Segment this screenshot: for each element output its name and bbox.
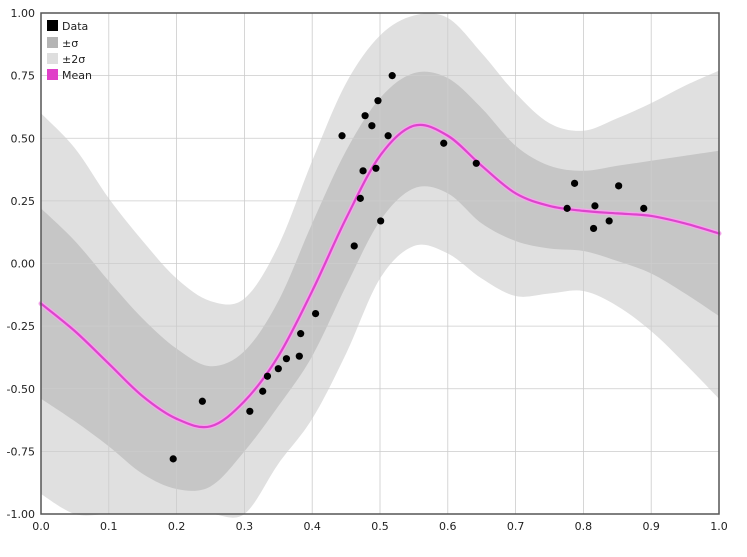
y-tick-label: -0.25 [7,320,35,333]
data-point [377,217,385,225]
mean-line-layer [38,122,722,430]
x-tick-label: 0.5 [371,520,389,533]
x-tick-label: 0.1 [100,520,118,533]
x-tick-label: 0.3 [236,520,254,533]
data-point [615,182,623,190]
y-tick-label: 0.25 [11,195,36,208]
one-sigma-band-layer [41,71,719,491]
data-point [359,167,367,175]
data-point [356,194,364,202]
y-tick-label: 0.75 [11,70,36,83]
x-tick-label: 1.0 [710,520,728,533]
data-point [374,97,382,105]
data-point [169,455,177,463]
legend-swatch-data [47,20,58,31]
legend-label-mean: Mean [62,69,92,82]
legend-swatch-two-sigma [47,53,58,64]
y-tick-label: 0.50 [11,132,36,145]
y-tick-label: -0.75 [7,445,35,458]
data-point [282,355,291,363]
data-point [361,112,369,120]
data-point [297,330,305,338]
data-point [338,132,346,140]
data-point [274,365,282,373]
one-sigma-band [41,71,719,491]
x-tick-label: 0.0 [32,520,50,533]
data-point [589,224,598,233]
data-point [259,387,267,395]
data-point [570,179,579,187]
data-points-layer [169,72,648,463]
plot-frame [40,12,720,515]
legend-label-two-sigma: ±2σ [62,53,85,66]
y-tick-labels: -1.00 -0.75 -0.50 -0.25 0.00 0.25 0.50 0.75 1.00 [7,7,35,521]
legend-label-one-sigma: ±σ [62,37,78,50]
data-point [295,352,303,360]
x-tick-label: 0.4 [303,520,321,533]
data-point [372,164,380,172]
legend-swatch-mean [47,69,58,80]
data-point [388,72,396,80]
data-point [640,204,648,212]
data-point [605,217,613,225]
mean-line [39,123,721,429]
x-tick-label: 0.9 [642,520,660,533]
legend-swatch-one-sigma [47,37,58,48]
y-tick-label: 1.00 [11,7,36,20]
data-point [350,242,358,250]
x-tick-label: 0.2 [168,520,186,533]
y-tick-label: 0.00 [11,258,36,271]
data-point [263,372,272,380]
x-tick-labels: 0.0 0.1 0.2 0.3 0.4 0.5 0.6 0.7 0.8 0.9 1.0 [32,520,728,533]
legend: Data ±σ ±2σ Mean [47,20,92,82]
data-point [472,159,480,167]
data-point [384,132,392,140]
y-tick-label: -1.00 [7,508,35,521]
x-tick-label: 0.7 [507,520,525,533]
data-point [368,122,376,130]
data-point [440,139,448,147]
data-point [198,397,206,405]
data-point [563,204,571,212]
legend-label-data: Data [62,20,88,33]
data-point [591,202,599,210]
y-tick-label: -0.50 [7,383,35,396]
x-tick-label: 0.6 [439,520,457,533]
x-tick-label: 0.8 [575,520,593,533]
data-point [246,407,254,415]
data-point [311,310,320,318]
